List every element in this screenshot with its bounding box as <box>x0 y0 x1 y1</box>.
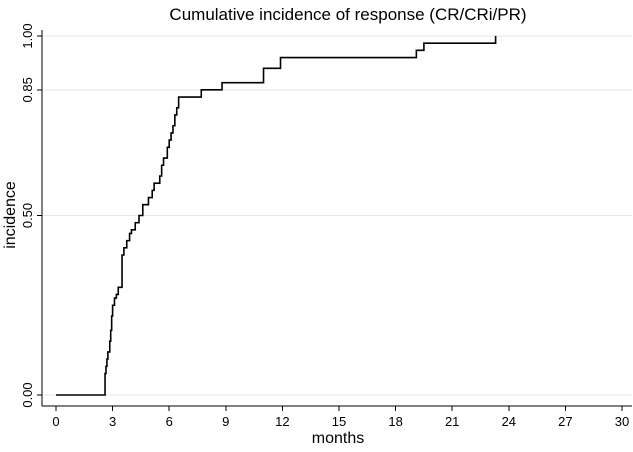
x-tick-label-4: 12 <box>275 414 289 429</box>
x-tick-label-1: 3 <box>109 414 116 429</box>
y-tick-label-1: 0.50 <box>20 203 35 228</box>
series-line-0 <box>56 36 497 396</box>
x-tick-label-9: 27 <box>558 414 572 429</box>
x-tick-label-2: 6 <box>166 414 173 429</box>
x-tick-label-6: 18 <box>388 414 402 429</box>
x-axis-label: months <box>312 430 364 447</box>
x-tick-label-0: 0 <box>52 414 59 429</box>
chart-title: Cumulative incidence of response (CR/CRi… <box>169 5 526 24</box>
axes: 0 3 6 9 12 15 18 21 24 27 30 0.00 0.50 0.85 1.00 <box>20 23 632 429</box>
x-tick-label-7: 21 <box>445 414 459 429</box>
x-tick-label-8: 24 <box>502 414 516 429</box>
x-tick-label-3: 9 <box>222 414 229 429</box>
x-tick-label-10: 30 <box>615 414 629 429</box>
x-tick-label-5: 15 <box>332 414 346 429</box>
y-tick-label-0: 0.00 <box>20 382 35 407</box>
y-axis-label: incidence <box>2 181 19 249</box>
gridlines <box>42 35 632 396</box>
series <box>56 36 497 396</box>
y-tick-label-2: 0.85 <box>20 77 35 102</box>
y-tick-label-3: 1.00 <box>20 23 35 48</box>
